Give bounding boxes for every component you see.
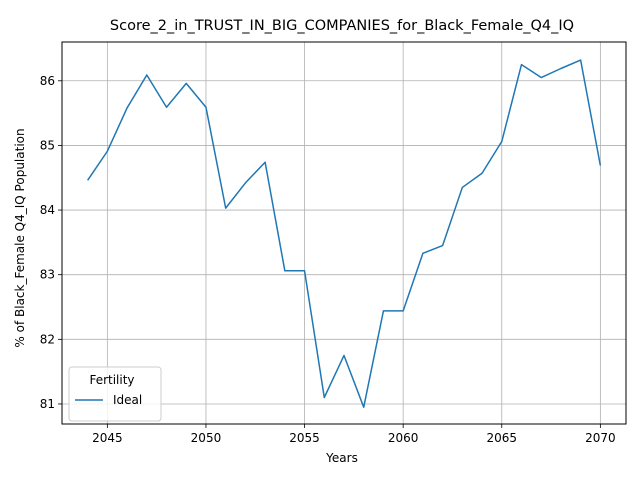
x-tick-label: 2070	[585, 431, 616, 445]
legend-title: Fertility	[89, 373, 134, 387]
legend-entry-ideal: Ideal	[113, 393, 142, 407]
legend: Fertility Ideal	[68, 366, 162, 422]
x-tick-label: 2045	[92, 431, 123, 445]
y-tick-label: 85	[40, 138, 55, 152]
series-layer	[87, 59, 602, 408]
x-tick-label: 2065	[486, 431, 517, 445]
y-axis-label: % of Black_Female Q4_IQ Population	[13, 128, 27, 347]
grid-lines	[62, 42, 626, 424]
x-axis-ticks: 2045 2050 2055 2060 2065 2070	[92, 424, 616, 445]
y-tick-label: 84	[40, 203, 55, 217]
x-tick-label: 2060	[388, 431, 419, 445]
x-axis-label: Years	[325, 451, 358, 465]
y-tick-label: 82	[40, 332, 55, 346]
series-line-ideal	[87, 59, 602, 408]
legend-box	[68, 366, 162, 422]
chart-title: Score_2_in_TRUST_IN_BIG_COMPANIES_for_Bl…	[110, 18, 574, 34]
y-axis-ticks: 81 82 83 84 85 86	[40, 74, 62, 411]
y-tick-label: 83	[40, 268, 55, 282]
axes-frame	[61, 41, 627, 425]
y-tick-label: 86	[40, 74, 55, 88]
y-tick-label: 81	[40, 397, 55, 411]
x-tick-label: 2055	[289, 431, 320, 445]
x-tick-label: 2050	[191, 431, 222, 445]
